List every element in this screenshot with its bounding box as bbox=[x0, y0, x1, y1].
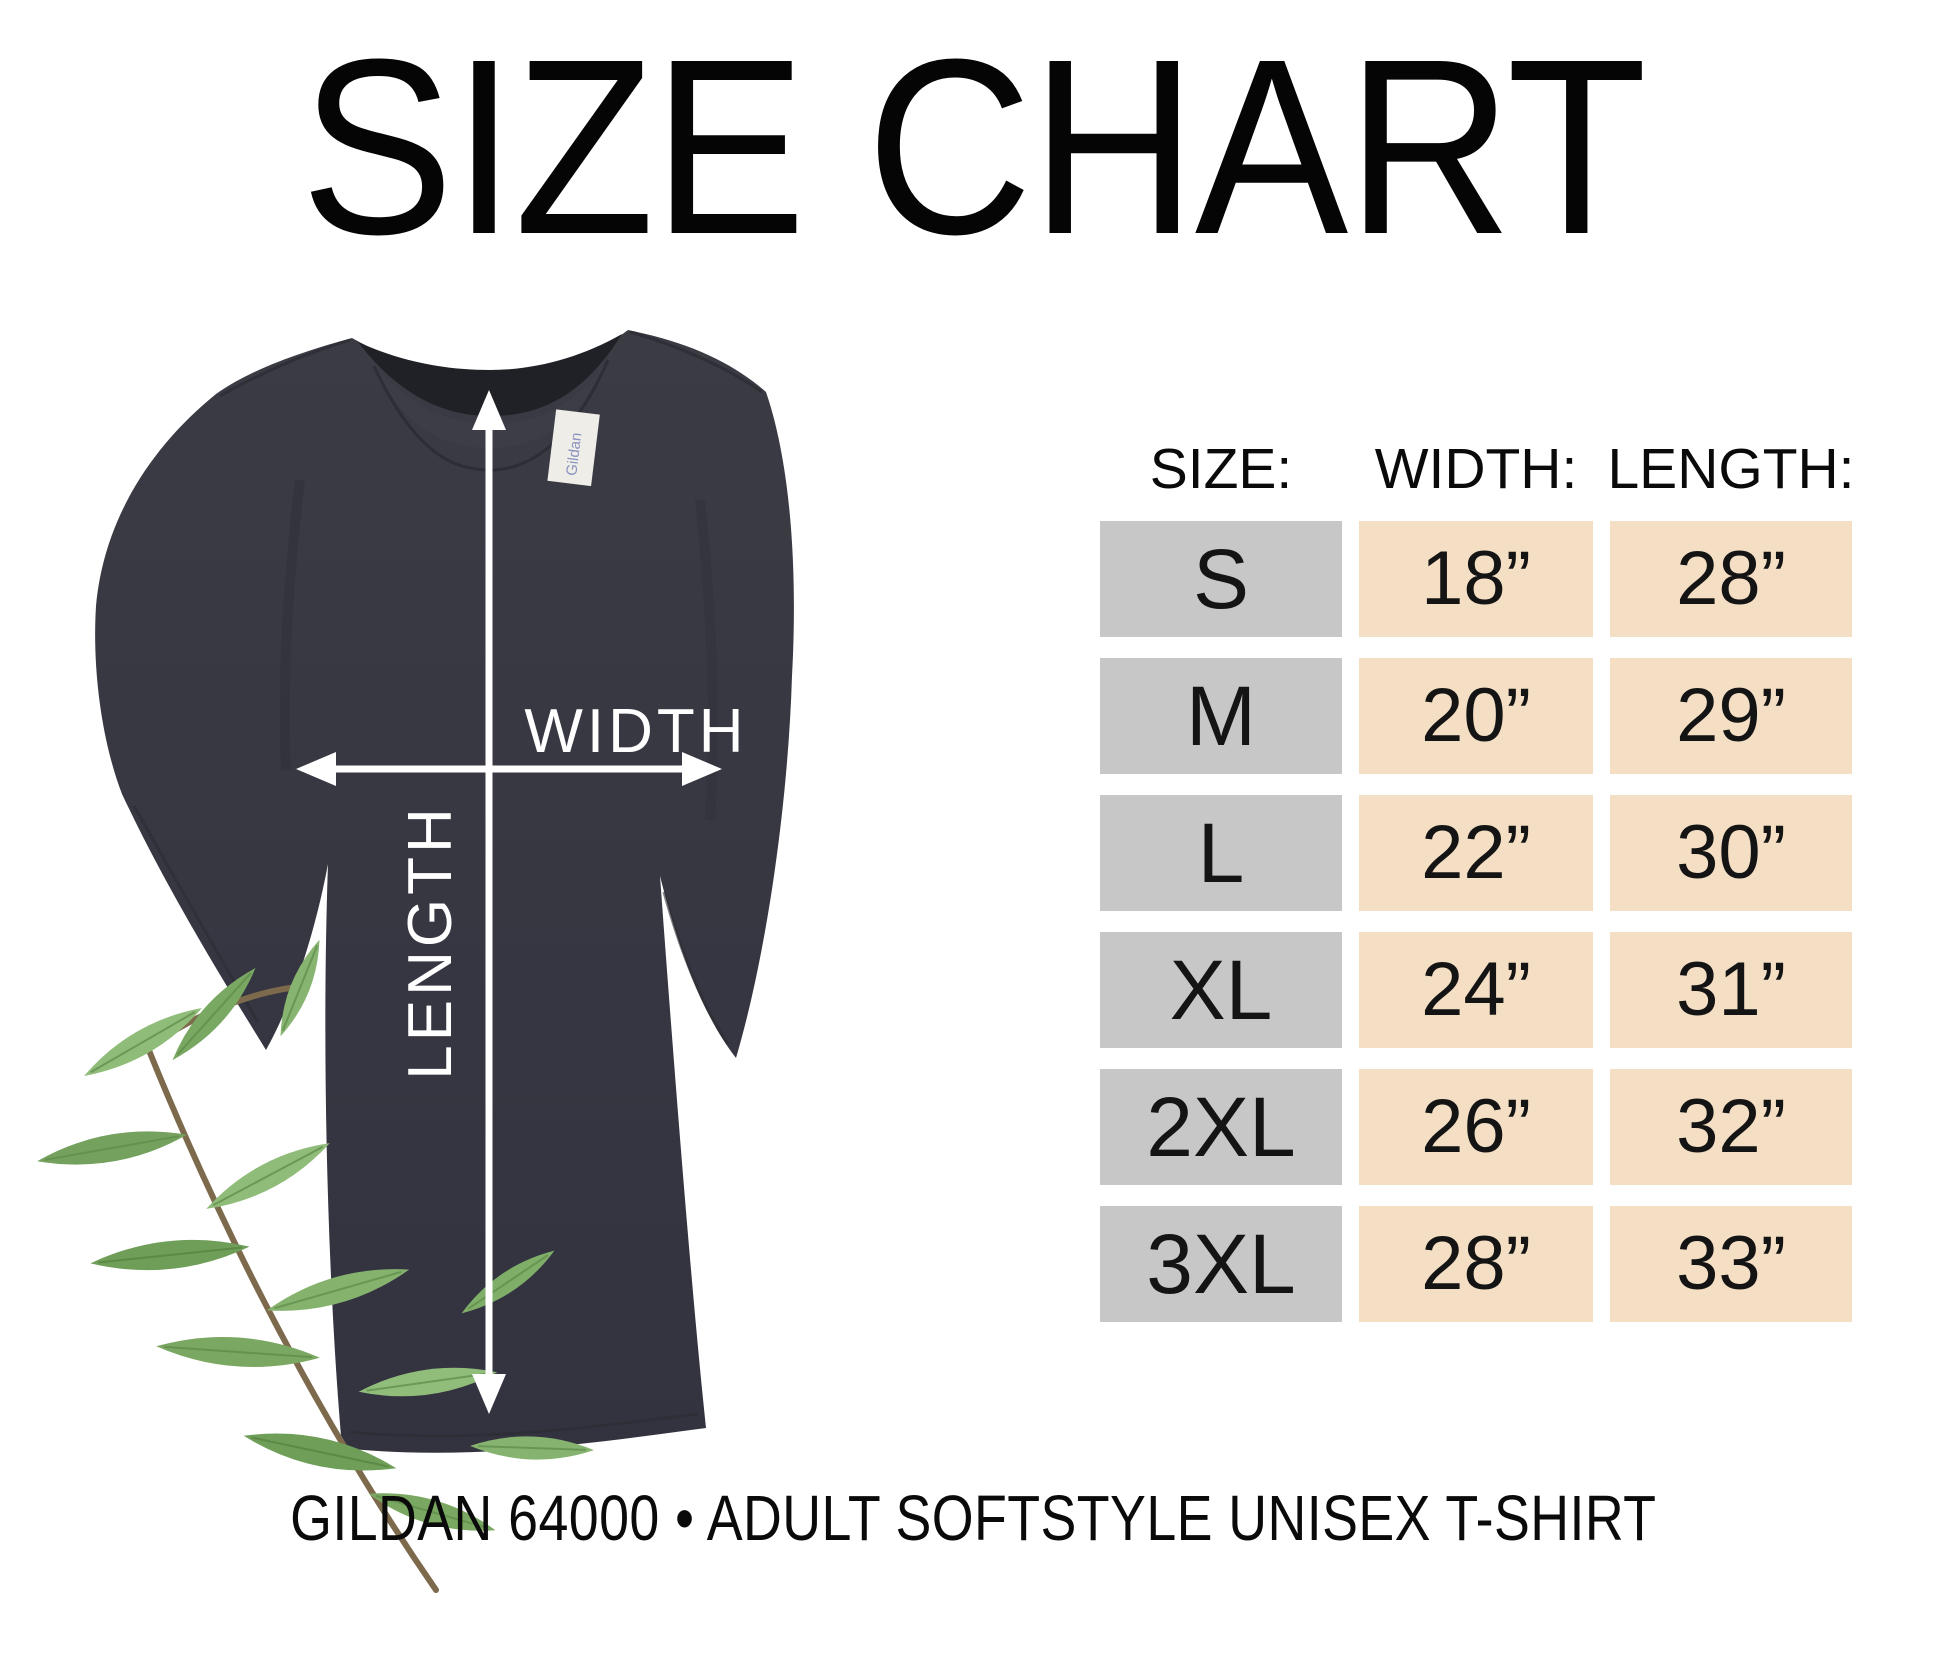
collar-band bbox=[364, 342, 618, 448]
arrowhead-down bbox=[472, 1374, 506, 1414]
leaf bbox=[280, 939, 320, 1037]
size-table: SIZE: WIDTH: LENGTH: S 18” 28” M 20” 29”… bbox=[1100, 436, 1855, 1322]
arrowhead-left bbox=[296, 752, 336, 786]
length-arrow-label: LENGTH bbox=[396, 804, 465, 1079]
width-cell: 20” bbox=[1359, 658, 1593, 774]
leaf bbox=[243, 1433, 397, 1471]
neck-opening bbox=[358, 334, 622, 416]
size-cell: 3XL bbox=[1100, 1206, 1342, 1322]
leaf bbox=[156, 1337, 320, 1367]
neck-label-text: Gildan bbox=[563, 432, 585, 477]
product-caption: GILDAN 64000 • ADULT SOFTSTYLE UNISEX T-… bbox=[0, 1486, 1946, 1550]
leaf bbox=[358, 1367, 498, 1397]
size-cell: 2XL bbox=[1100, 1069, 1342, 1185]
wrinkle bbox=[279, 479, 305, 771]
leaf bbox=[461, 1250, 555, 1314]
size-cell: L bbox=[1100, 795, 1342, 911]
sleeve-hem-right bbox=[662, 891, 730, 1045]
width-cell: 26” bbox=[1359, 1069, 1593, 1185]
arrowhead-right bbox=[682, 752, 722, 786]
shoulder-seam-right bbox=[629, 330, 763, 394]
leaf bbox=[470, 1436, 594, 1460]
bottom-hem bbox=[349, 1412, 699, 1438]
tshirt-body bbox=[95, 330, 794, 1453]
length-cell: 30” bbox=[1610, 795, 1852, 911]
tshirt: Gildan bbox=[95, 330, 794, 1453]
leaf bbox=[172, 967, 256, 1061]
size-cell: M bbox=[1100, 658, 1342, 774]
width-arrow bbox=[296, 752, 722, 786]
page-title-text: SIZE CHART bbox=[300, 7, 1648, 286]
length-cell: 33” bbox=[1610, 1206, 1852, 1322]
width-cell: 22” bbox=[1359, 795, 1593, 911]
leaf bbox=[206, 1143, 330, 1209]
leaf bbox=[368, 1493, 496, 1531]
leaf-branch bbox=[37, 939, 594, 1593]
width-cell: 24” bbox=[1359, 932, 1593, 1048]
width-cell: 28” bbox=[1359, 1206, 1593, 1322]
leaf bbox=[266, 1269, 410, 1311]
column-header-size: SIZE: bbox=[1149, 437, 1293, 501]
leaf bbox=[90, 1239, 250, 1271]
neck-label: Gildan bbox=[547, 409, 600, 487]
leaf bbox=[84, 1008, 202, 1076]
wrinkle bbox=[695, 499, 718, 821]
column-header-length: LENGTH: bbox=[1607, 437, 1855, 501]
column-header-width: WIDTH: bbox=[1374, 437, 1578, 501]
length-cell: 32” bbox=[1610, 1069, 1852, 1185]
length-cell: 28” bbox=[1610, 521, 1852, 637]
width-arrow-label: WIDTH bbox=[524, 697, 747, 766]
product-caption-text: GILDAN 64000 • ADULT SOFTSTYLE UNISEX T-… bbox=[289, 1482, 1657, 1554]
size-cell: S bbox=[1100, 521, 1342, 637]
leaf bbox=[37, 1131, 187, 1165]
length-arrow bbox=[472, 390, 506, 1414]
shoulder-seam-left bbox=[219, 338, 351, 398]
size-cell: XL bbox=[1100, 932, 1342, 1048]
length-cell: 31” bbox=[1610, 932, 1852, 1048]
length-cell: 29” bbox=[1610, 658, 1852, 774]
page-title: SIZE CHART bbox=[0, 22, 1946, 272]
width-cell: 18” bbox=[1359, 521, 1593, 637]
arrowhead-up bbox=[472, 390, 506, 430]
